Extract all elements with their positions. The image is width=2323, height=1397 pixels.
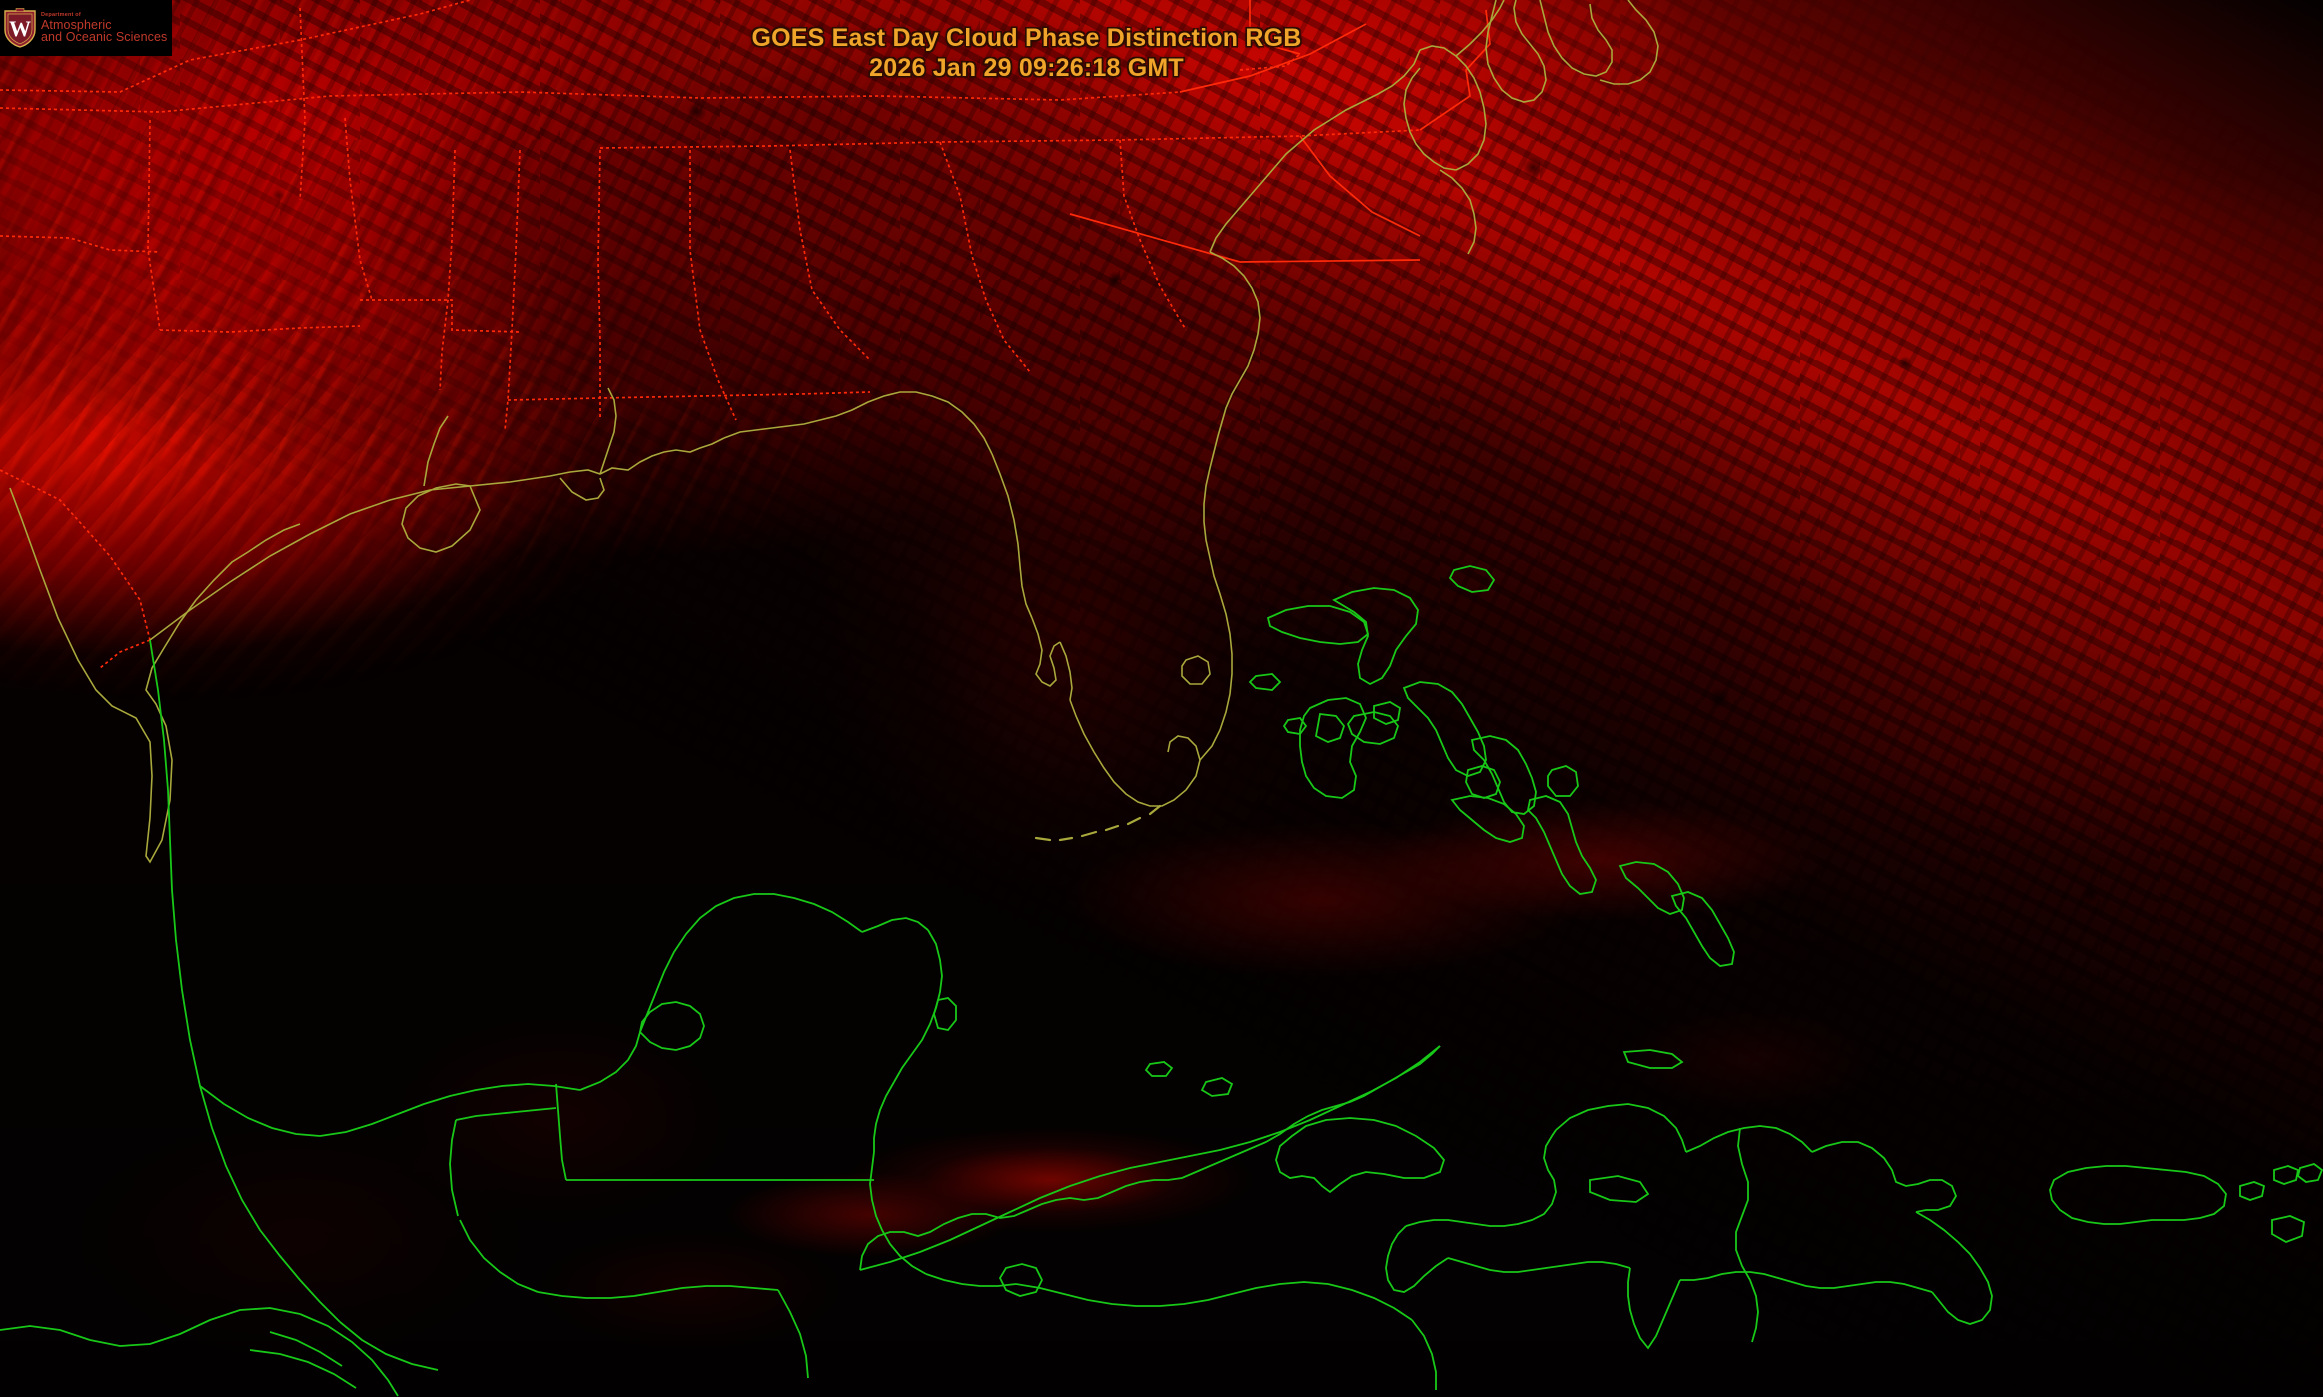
logo-department-label: Department of (41, 11, 81, 18)
bahamas-islands (1248, 565, 1735, 967)
uw-aos-logo-banner: W Department of Atmospheric and Oceanic … (0, 0, 172, 56)
logo-line-2: and Oceanic Sciences (41, 30, 168, 45)
uw-crest-icon: W (4, 8, 36, 48)
svg-text:W: W (9, 16, 31, 41)
foreign-coastline (0, 565, 2323, 1397)
us-coastline (9, 0, 1659, 864)
logo-line-1: Atmospheric (41, 17, 112, 32)
state-borders (0, 0, 1491, 669)
